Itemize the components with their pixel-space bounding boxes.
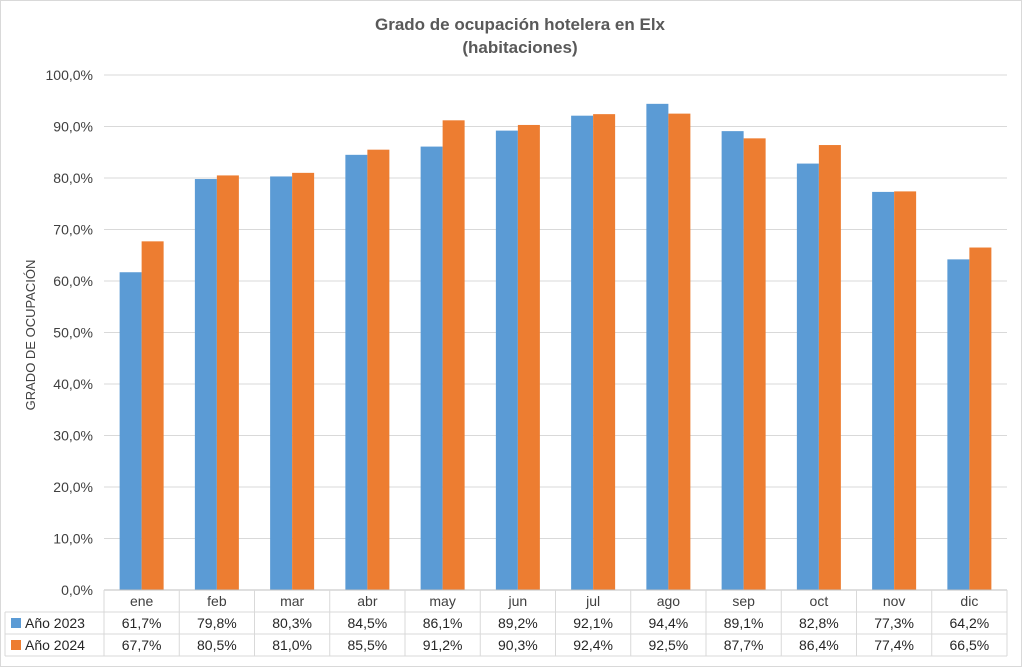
data-label: 79,8% (197, 615, 237, 631)
bar-a2023 (872, 191, 895, 590)
x-tick-label: abr (357, 593, 378, 609)
bar-a2023 (270, 176, 293, 590)
bar-a2023 (721, 131, 744, 590)
data-label: 87,7% (724, 637, 764, 653)
x-tick-label: oct (810, 593, 829, 609)
x-tick-label: may (429, 593, 455, 609)
bar-a2024 (894, 191, 917, 590)
data-label: 86,1% (423, 615, 463, 631)
data-label: 61,7% (122, 615, 162, 631)
y-tick-label: 80,0% (53, 170, 93, 186)
gridlines (104, 74, 1007, 591)
bar-a2024 (367, 149, 390, 591)
data-label: 90,3% (498, 637, 538, 653)
bar-a2024 (442, 120, 465, 590)
x-tick-label: ene (130, 593, 154, 609)
y-axis-ticks: 0,0% 10,0% 20,0% 30,0% 40,0% 50,0% 60,0% 70,0% 8… (46, 67, 93, 598)
bar-a2024 (818, 145, 841, 591)
y-tick-label: 30,0% (53, 428, 93, 444)
data-label: 84,5% (348, 615, 388, 631)
y-axis-label: GRADO DE OCUPACIÓN (23, 260, 38, 411)
bar-a2023 (345, 154, 368, 590)
data-label: 92,5% (649, 637, 689, 653)
data-label: 94,4% (649, 615, 689, 631)
y-tick-label: 60,0% (53, 273, 93, 289)
legend-swatch (11, 618, 21, 628)
bar-a2023 (194, 179, 217, 590)
x-tick-label: jul (585, 593, 600, 609)
chart-title: Grado de ocupación hotelera en Elx (375, 15, 666, 34)
y-tick-label: 10,0% (53, 531, 93, 547)
x-tick-label: mar (280, 593, 304, 609)
y-tick-label: 0,0% (61, 582, 93, 598)
data-label: 80,5% (197, 637, 237, 653)
bar-a2024 (517, 124, 540, 590)
legend-swatch (11, 640, 21, 650)
data-label: 91,2% (423, 637, 463, 653)
bar-a2023 (796, 163, 819, 590)
x-tick-label: dic (960, 593, 978, 609)
chart-subtitle: (habitaciones) (462, 38, 577, 57)
y-tick-label: 40,0% (53, 376, 93, 392)
data-label: 64,2% (950, 615, 990, 631)
data-label: 66,5% (950, 637, 990, 653)
y-tick-label: 50,0% (53, 325, 93, 341)
legend-label: Año 2024 (25, 637, 85, 653)
data-label: 85,5% (348, 637, 388, 653)
data-label: 67,7% (122, 637, 162, 653)
x-tick-label: jun (508, 593, 528, 609)
bar-a2024 (969, 247, 992, 590)
bar-a2023 (646, 103, 669, 590)
bar-a2024 (668, 113, 691, 590)
x-tick-label: ago (657, 593, 681, 609)
y-tick-label: 70,0% (53, 222, 93, 238)
bar-a2024 (292, 172, 315, 590)
bar-a2023 (420, 146, 443, 590)
x-tick-label: feb (207, 593, 227, 609)
bar-a2023 (947, 259, 970, 590)
data-label: 92,1% (573, 615, 613, 631)
data-label: 92,4% (573, 637, 613, 653)
bar-a2023 (495, 130, 518, 590)
legend-label: Año 2023 (25, 615, 85, 631)
y-tick-label: 90,0% (53, 119, 93, 135)
bar-a2024 (743, 138, 766, 590)
y-tick-label: 20,0% (53, 479, 93, 495)
y-tick-label: 100,0% (46, 67, 93, 83)
bar-a2024 (216, 175, 239, 591)
x-tick-label: sep (732, 593, 755, 609)
data-label: 77,4% (874, 637, 914, 653)
data-label: 80,3% (272, 615, 312, 631)
data-table: ene feb mar abr may jun jul ago sep oct nov dic Año … (4, 589, 1008, 657)
data-label: 81,0% (272, 637, 312, 653)
bars (119, 103, 992, 591)
bar-a2024 (593, 114, 616, 590)
bar-a2023 (571, 115, 594, 590)
data-label: 77,3% (874, 615, 914, 631)
x-tick-label: nov (883, 593, 906, 609)
bar-a2024 (141, 241, 164, 590)
bar-a2023 (119, 272, 142, 590)
data-label: 86,4% (799, 637, 839, 653)
data-label: 89,1% (724, 615, 764, 631)
data-label: 82,8% (799, 615, 839, 631)
data-label: 89,2% (498, 615, 538, 631)
